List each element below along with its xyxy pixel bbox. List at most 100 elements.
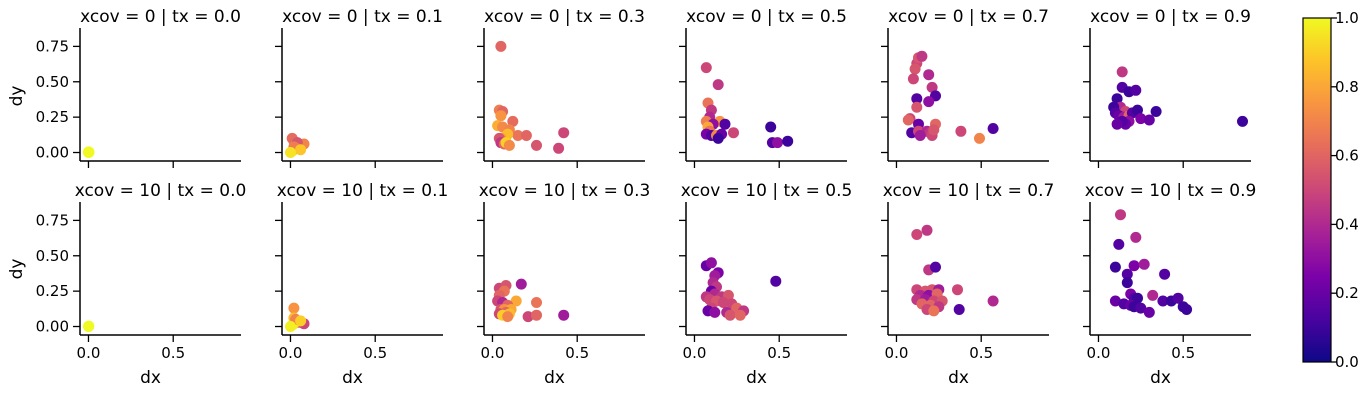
scatter-point xyxy=(83,320,95,332)
scatter-point xyxy=(510,295,522,307)
scatter-point xyxy=(285,321,296,332)
panel-9: xcov = 10 | tx = 0.3 0.0 0.5dx xyxy=(477,181,650,388)
panel-5: xcov = 0 | tx = 0.7 xyxy=(881,7,1049,168)
panel-title: xcov = 10 | tx = 0.5 xyxy=(681,181,853,201)
panel-3: xcov = 0 | tx = 0.3 xyxy=(477,7,645,168)
colorbar-tick-label: 0.6 xyxy=(1335,147,1359,165)
scatter-point xyxy=(987,295,999,307)
scatter-point xyxy=(923,96,935,108)
scatter-point xyxy=(712,132,724,144)
colorbar-tick-label: 0.0 xyxy=(1335,353,1359,371)
scatter-point xyxy=(1143,114,1155,126)
scatter-point xyxy=(1147,289,1159,301)
scatter-point xyxy=(909,63,921,75)
scatter-point xyxy=(1121,268,1133,280)
scatter-point xyxy=(1138,258,1150,270)
shared-axis-labels: dy dy xyxy=(7,86,27,280)
x-tick-label: 0.0 xyxy=(77,344,101,362)
scatter-point xyxy=(1132,292,1143,304)
x-tick-label: 0.5 xyxy=(565,344,589,362)
scatter-point xyxy=(717,297,729,308)
panel-title: xcov = 0 | tx = 0.0 xyxy=(80,7,241,27)
x-tick-label: 0.5 xyxy=(363,344,387,362)
scatter-point xyxy=(520,130,532,141)
x-tick-label: 0.0 xyxy=(885,344,909,362)
x-axis-label: dx xyxy=(140,368,161,388)
scatter-point xyxy=(911,93,923,105)
x-tick-label: 0.5 xyxy=(969,344,993,362)
scatter-point xyxy=(288,302,300,314)
scatter-points xyxy=(1109,209,1193,318)
scatter-point xyxy=(770,275,782,287)
scatter-point xyxy=(952,284,963,296)
scatter-point xyxy=(503,139,515,151)
scatter-point xyxy=(1150,106,1162,117)
y-axis-label-row1: dy xyxy=(7,86,27,107)
scatter-point xyxy=(928,305,940,317)
scatter-point xyxy=(907,73,919,85)
panel-title: xcov = 10 | tx = 0.3 xyxy=(479,181,651,201)
x-axis-label: dx xyxy=(746,368,767,388)
scatter-point xyxy=(923,69,935,81)
scatter-point xyxy=(1157,295,1169,307)
scatter-point xyxy=(553,142,565,154)
scatter-point xyxy=(1111,93,1123,105)
panel-11: xcov = 10 | tx = 0.7 0.0 0.5dx xyxy=(881,181,1054,388)
scatter-point xyxy=(728,127,739,139)
scatter-point xyxy=(512,130,524,141)
scatter-point xyxy=(911,101,923,113)
y-tick-label: 0.75 xyxy=(36,37,69,55)
scatter-point xyxy=(1115,209,1126,221)
panel-title: xcov = 0 | tx = 0.7 xyxy=(888,7,1049,27)
colorbar-tick-label: 1.0 xyxy=(1335,9,1359,27)
scatter-point xyxy=(782,135,794,147)
scatter-point xyxy=(911,229,923,240)
scatter-points xyxy=(902,50,999,144)
x-tick-label: 0.5 xyxy=(1171,344,1195,362)
panel-title: xcov = 0 | tx = 0.1 xyxy=(282,7,443,27)
y-axis-label-row2: dy xyxy=(7,259,27,280)
scatter-point xyxy=(765,121,777,133)
scatter-point xyxy=(734,309,746,321)
scatter-point xyxy=(1130,231,1142,243)
scatter-point xyxy=(1109,295,1121,307)
scatter-point xyxy=(1135,113,1147,125)
x-tick-label: 0.0 xyxy=(279,344,303,362)
colorbar-ticks: 0.0 0.2 0.4 0.6 0.8 1.0 xyxy=(1331,9,1359,371)
scatter-point xyxy=(502,311,514,323)
colorbar-gradient xyxy=(1302,17,1332,363)
scatter-point xyxy=(987,123,999,134)
panels-layer: xcov = 0 | tx = 0.00.000.250.500.75xcov … xyxy=(36,7,1257,388)
scatter-points xyxy=(83,146,95,158)
x-tick-label: 0.0 xyxy=(481,344,505,362)
scatter-point xyxy=(295,315,307,327)
scatter-points xyxy=(285,132,310,158)
scatter-point xyxy=(928,124,940,136)
panel-title: xcov = 10 | tx = 0.9 xyxy=(1085,181,1257,201)
x-tick-label: 0.5 xyxy=(767,344,791,362)
panel-6: xcov = 0 | tx = 0.9 xyxy=(1083,7,1251,168)
scatter-points xyxy=(285,302,310,332)
panel-title: xcov = 0 | tx = 0.5 xyxy=(686,7,847,27)
x-axis-label: dx xyxy=(342,368,363,388)
scatter-points xyxy=(492,278,570,323)
x-tick-label: 0.0 xyxy=(1087,344,1111,362)
scatter-point xyxy=(1109,261,1121,273)
scatter-point xyxy=(558,309,570,321)
colorbar-tick-label: 0.4 xyxy=(1335,215,1359,233)
panel-1: xcov = 0 | tx = 0.0 0.00 0.25 0.50 0.75 xyxy=(36,7,241,168)
colorbar: 0.0 0.2 0.4 0.6 0.8 1.0 xyxy=(1302,9,1359,371)
scatter-point xyxy=(1116,66,1128,78)
scatter-points xyxy=(700,257,782,321)
y-tick-label: 0.00 xyxy=(36,144,69,162)
scatter-point xyxy=(724,309,736,321)
panel-title: xcov = 0 | tx = 0.9 xyxy=(1090,7,1251,27)
scatter-points xyxy=(911,224,999,317)
scatter-point xyxy=(507,115,519,127)
x-axis-label: dx xyxy=(948,368,969,388)
y-tick-label: 0.00 xyxy=(36,318,69,336)
colorbar-tick-label: 0.8 xyxy=(1335,78,1359,96)
scatter-point xyxy=(974,132,985,144)
scatter-point xyxy=(1172,292,1184,304)
